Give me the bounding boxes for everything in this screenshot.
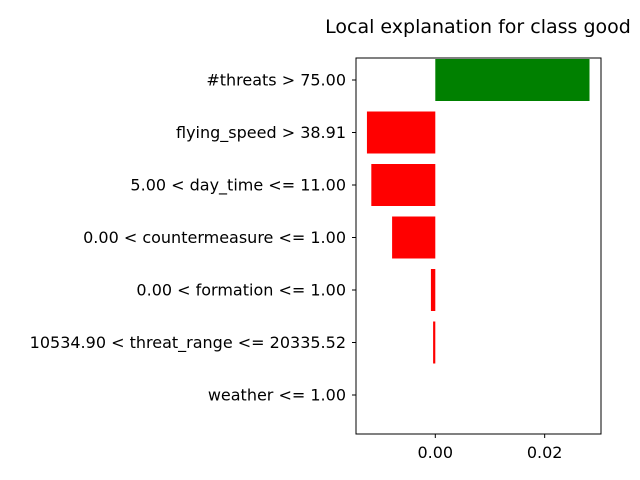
bar-0	[435, 59, 590, 101]
category-labels: #threats > 75.00 flying_speed > 38.91 5.00…	[30, 71, 356, 405]
bar-1	[366, 111, 436, 154]
category-label-5: 10534.90 < threat_range <= 20335.52	[30, 333, 346, 353]
category-label-2: 5.00 < day_time <= 11.00	[130, 176, 346, 196]
category-label-0: #threats > 75.00	[206, 71, 346, 90]
chart-title: Local explanation for class good	[325, 16, 631, 38]
category-label-6: weather <= 1.00	[208, 386, 346, 405]
category-label-1: flying_speed > 38.91	[176, 123, 346, 143]
bar-4	[430, 269, 436, 311]
x-tick-label-0: 0.00	[417, 443, 453, 462]
bar-5	[433, 321, 436, 364]
category-label-3: 0.00 < countermeasure <= 1.00	[83, 228, 346, 247]
x-axis: 0.00 0.02	[417, 434, 562, 462]
bar-2	[371, 164, 436, 206]
x-tick-label-1: 0.02	[527, 443, 563, 462]
bar-3	[392, 216, 436, 259]
category-label-4: 0.00 < formation <= 1.00	[136, 281, 346, 300]
plot-frame	[355, 57, 602, 435]
bars-group	[366, 59, 590, 364]
